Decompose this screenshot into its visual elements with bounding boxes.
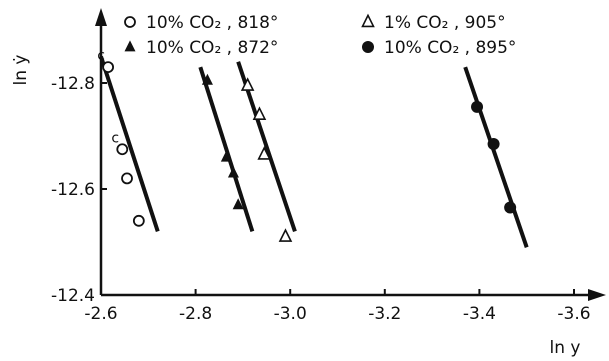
x-tick-label: -3.4 <box>463 304 496 324</box>
legend-marker <box>361 13 375 28</box>
legend-marker <box>124 40 136 52</box>
data-point-series-2 <box>227 166 239 178</box>
data-point-series-3 <box>278 228 293 242</box>
data-points <box>102 61 517 242</box>
x-tick-label: -3.2 <box>368 304 401 324</box>
data-point-series-1 <box>116 143 129 156</box>
fit-line-series-1 <box>99 55 160 233</box>
x-tick-label: -3.6 <box>557 304 590 324</box>
x-ticks: -2.6 -2.8 -3.0 -3.2 -3.4 -3.6 <box>84 289 591 324</box>
legend-marker <box>362 41 374 53</box>
x-tick-label: -2.6 <box>84 304 117 324</box>
legend: 10% CO₂ , 818° 10% CO₂ , 872° 1% CO₂ , 905… <box>124 13 516 58</box>
data-point-series-3 <box>240 77 255 91</box>
point-labels: cc <box>97 48 119 146</box>
legend-label: 1% CO₂ , 905° <box>384 13 506 33</box>
axes <box>95 8 606 301</box>
data-point-series-2 <box>232 198 244 210</box>
x-tick-label: -2.8 <box>179 304 212 324</box>
legend-item: 1% CO₂ , 905° <box>361 13 506 33</box>
x-tick-label: -3.0 <box>274 304 307 324</box>
data-point-series-1 <box>132 214 145 227</box>
point-label: c <box>111 130 119 146</box>
y-tick-label: -12.4 <box>51 286 95 306</box>
data-point-series-4 <box>504 201 517 214</box>
y-tick-label: -12.8 <box>51 74 95 94</box>
legend-item: 10% CO₂ , 818° <box>124 13 278 33</box>
legend-item: 10% CO₂ , 872° <box>124 38 278 58</box>
data-point-series-4 <box>471 100 484 113</box>
fit-lines <box>99 55 529 248</box>
x-axis-label: ln y <box>550 338 581 358</box>
legend-item: 10% CO₂ , 895° <box>362 38 516 58</box>
x-axis-arrow <box>588 289 606 301</box>
y-tick-label: -12.6 <box>51 180 95 200</box>
data-point-series-3 <box>252 106 267 120</box>
data-point-series-2 <box>201 73 213 85</box>
data-point-series-1 <box>102 61 114 73</box>
y-axis-label: ln ẏ <box>11 55 31 86</box>
point-label: c <box>97 48 105 64</box>
legend-marker <box>124 16 136 28</box>
fit-line-series-2 <box>198 66 255 233</box>
legend-label: 10% CO₂ , 895° <box>384 38 516 58</box>
data-point-series-4 <box>487 137 500 150</box>
data-point-series-1 <box>121 172 133 185</box>
legend-label: 10% CO₂ , 818° <box>146 13 278 33</box>
data-point-series-3 <box>257 146 271 160</box>
legend-label: 10% CO₂ , 872° <box>146 38 278 58</box>
data-point-series-2 <box>220 150 232 162</box>
fit-line-series-4 <box>463 66 529 248</box>
y-axis-arrow <box>95 8 107 26</box>
y-ticks: -12.4 -12.6 -12.8 <box>51 74 107 306</box>
